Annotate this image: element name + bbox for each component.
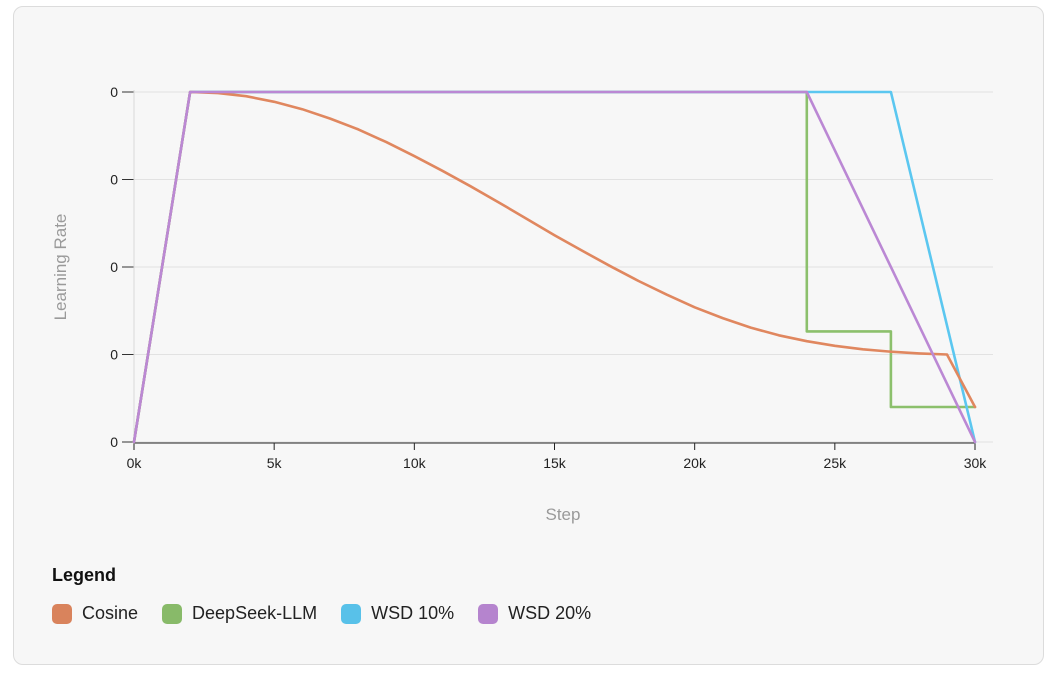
legend-item-cosine[interactable]: Cosine [52,603,138,624]
x-tick-label: 25k [824,455,848,471]
legend-label-wsd-20: WSD 20% [508,603,592,623]
y-tick-label: 0 [110,347,118,363]
x-tick-label: 0k [127,455,143,471]
legend-title: Legend [52,565,117,585]
x-tick-label: 15k [543,455,567,471]
legend-label-wsd-10: WSD 10% [371,603,455,623]
legend-item-wsd-10[interactable]: WSD 10% [341,603,454,624]
legend: Cosine DeepSeek-LLM WSD 10% WSD 20% [52,603,591,624]
x-tick-label: 5k [267,455,283,471]
legend-label-deepseek-llm: DeepSeek-LLM [192,603,318,623]
x-tick-label: 20k [683,455,707,471]
y-axis-label: Learning Rate [51,214,70,321]
legend-swatch-deepseek-llm [162,603,183,624]
grid-lines [134,91,993,443]
x-tick-label: 30k [964,455,988,471]
y-tick-label: 0 [110,259,118,275]
series-line-cosine [132,90,977,444]
legend-item-wsd-20[interactable]: WSD 20% [478,603,591,624]
legend-swatch-cosine [52,603,72,624]
x-axis-label: Step [546,505,581,524]
legend-swatch-wsd-10 [341,603,362,624]
y-tick-label: 0 [110,172,118,188]
x-axis: 0k 5k 10k 15k 20k 25k 30k [127,442,988,471]
legend-item-deepseek-llm[interactable]: DeepSeek-LLM [162,603,317,624]
series-line-wsd-20- [132,90,977,444]
legend-label-cosine: Cosine [82,603,139,623]
y-axis: 0 0 0 0 0 [110,84,135,450]
chart-card [13,6,1044,665]
y-tick-label: 0 [110,84,118,100]
x-tick-label: 10k [403,455,427,471]
legend-swatch-wsd-20 [478,603,499,624]
y-tick-label: 0 [110,434,118,450]
series-lines [132,90,977,444]
